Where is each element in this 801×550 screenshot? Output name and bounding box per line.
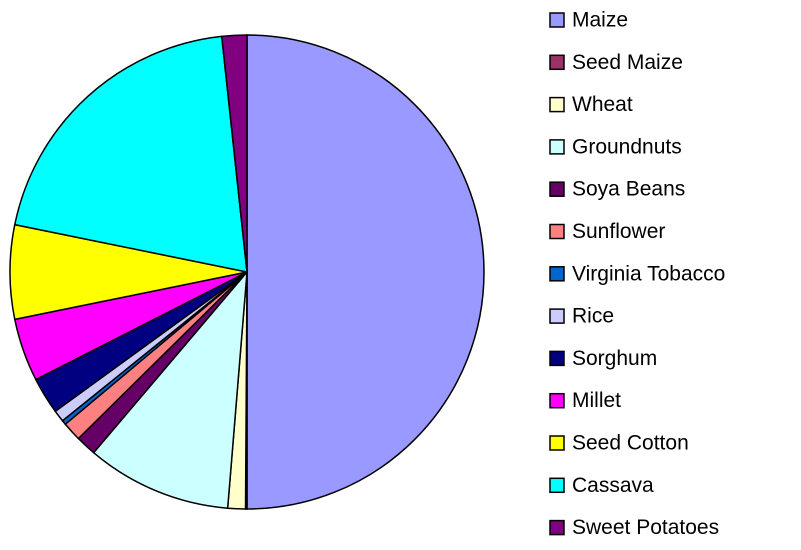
legend-label: Soya Beans — [572, 178, 685, 201]
legend-label: Rice — [572, 305, 614, 328]
pie-slice — [220, 34, 248, 273]
legend-label: Virginia Tobacco — [572, 262, 725, 285]
legend-swatch — [549, 392, 565, 409]
legend-label: Maize — [572, 9, 628, 32]
legend-swatch — [549, 350, 565, 367]
legend-swatch — [549, 308, 565, 324]
legend-swatch — [549, 223, 565, 240]
legend-swatch — [549, 519, 565, 536]
legend-label: Seed Maize — [572, 51, 683, 74]
legend-swatch — [549, 96, 565, 113]
pie-slice — [13, 35, 248, 273]
legend-label: Cassava — [572, 474, 654, 497]
legend-swatch — [549, 477, 565, 494]
legend-label: Sorghum — [572, 347, 657, 370]
pie-slice — [92, 269, 248, 510]
legend-swatch — [549, 435, 565, 451]
legend-label: Sweet Potatoes — [572, 516, 719, 539]
legend-swatch — [549, 266, 565, 282]
legend-label: Millet — [572, 389, 621, 412]
legend-label: Wheat — [572, 93, 633, 116]
legend-label: Groundnuts — [572, 135, 682, 158]
pie-slice — [246, 34, 485, 510]
legend-label: Seed Cotton — [572, 432, 689, 455]
legend-swatch — [549, 181, 565, 197]
legend-swatch — [549, 54, 565, 71]
legend-label: Sunflower — [572, 220, 665, 243]
legend-swatch — [549, 12, 565, 28]
legend-swatch — [549, 139, 565, 155]
